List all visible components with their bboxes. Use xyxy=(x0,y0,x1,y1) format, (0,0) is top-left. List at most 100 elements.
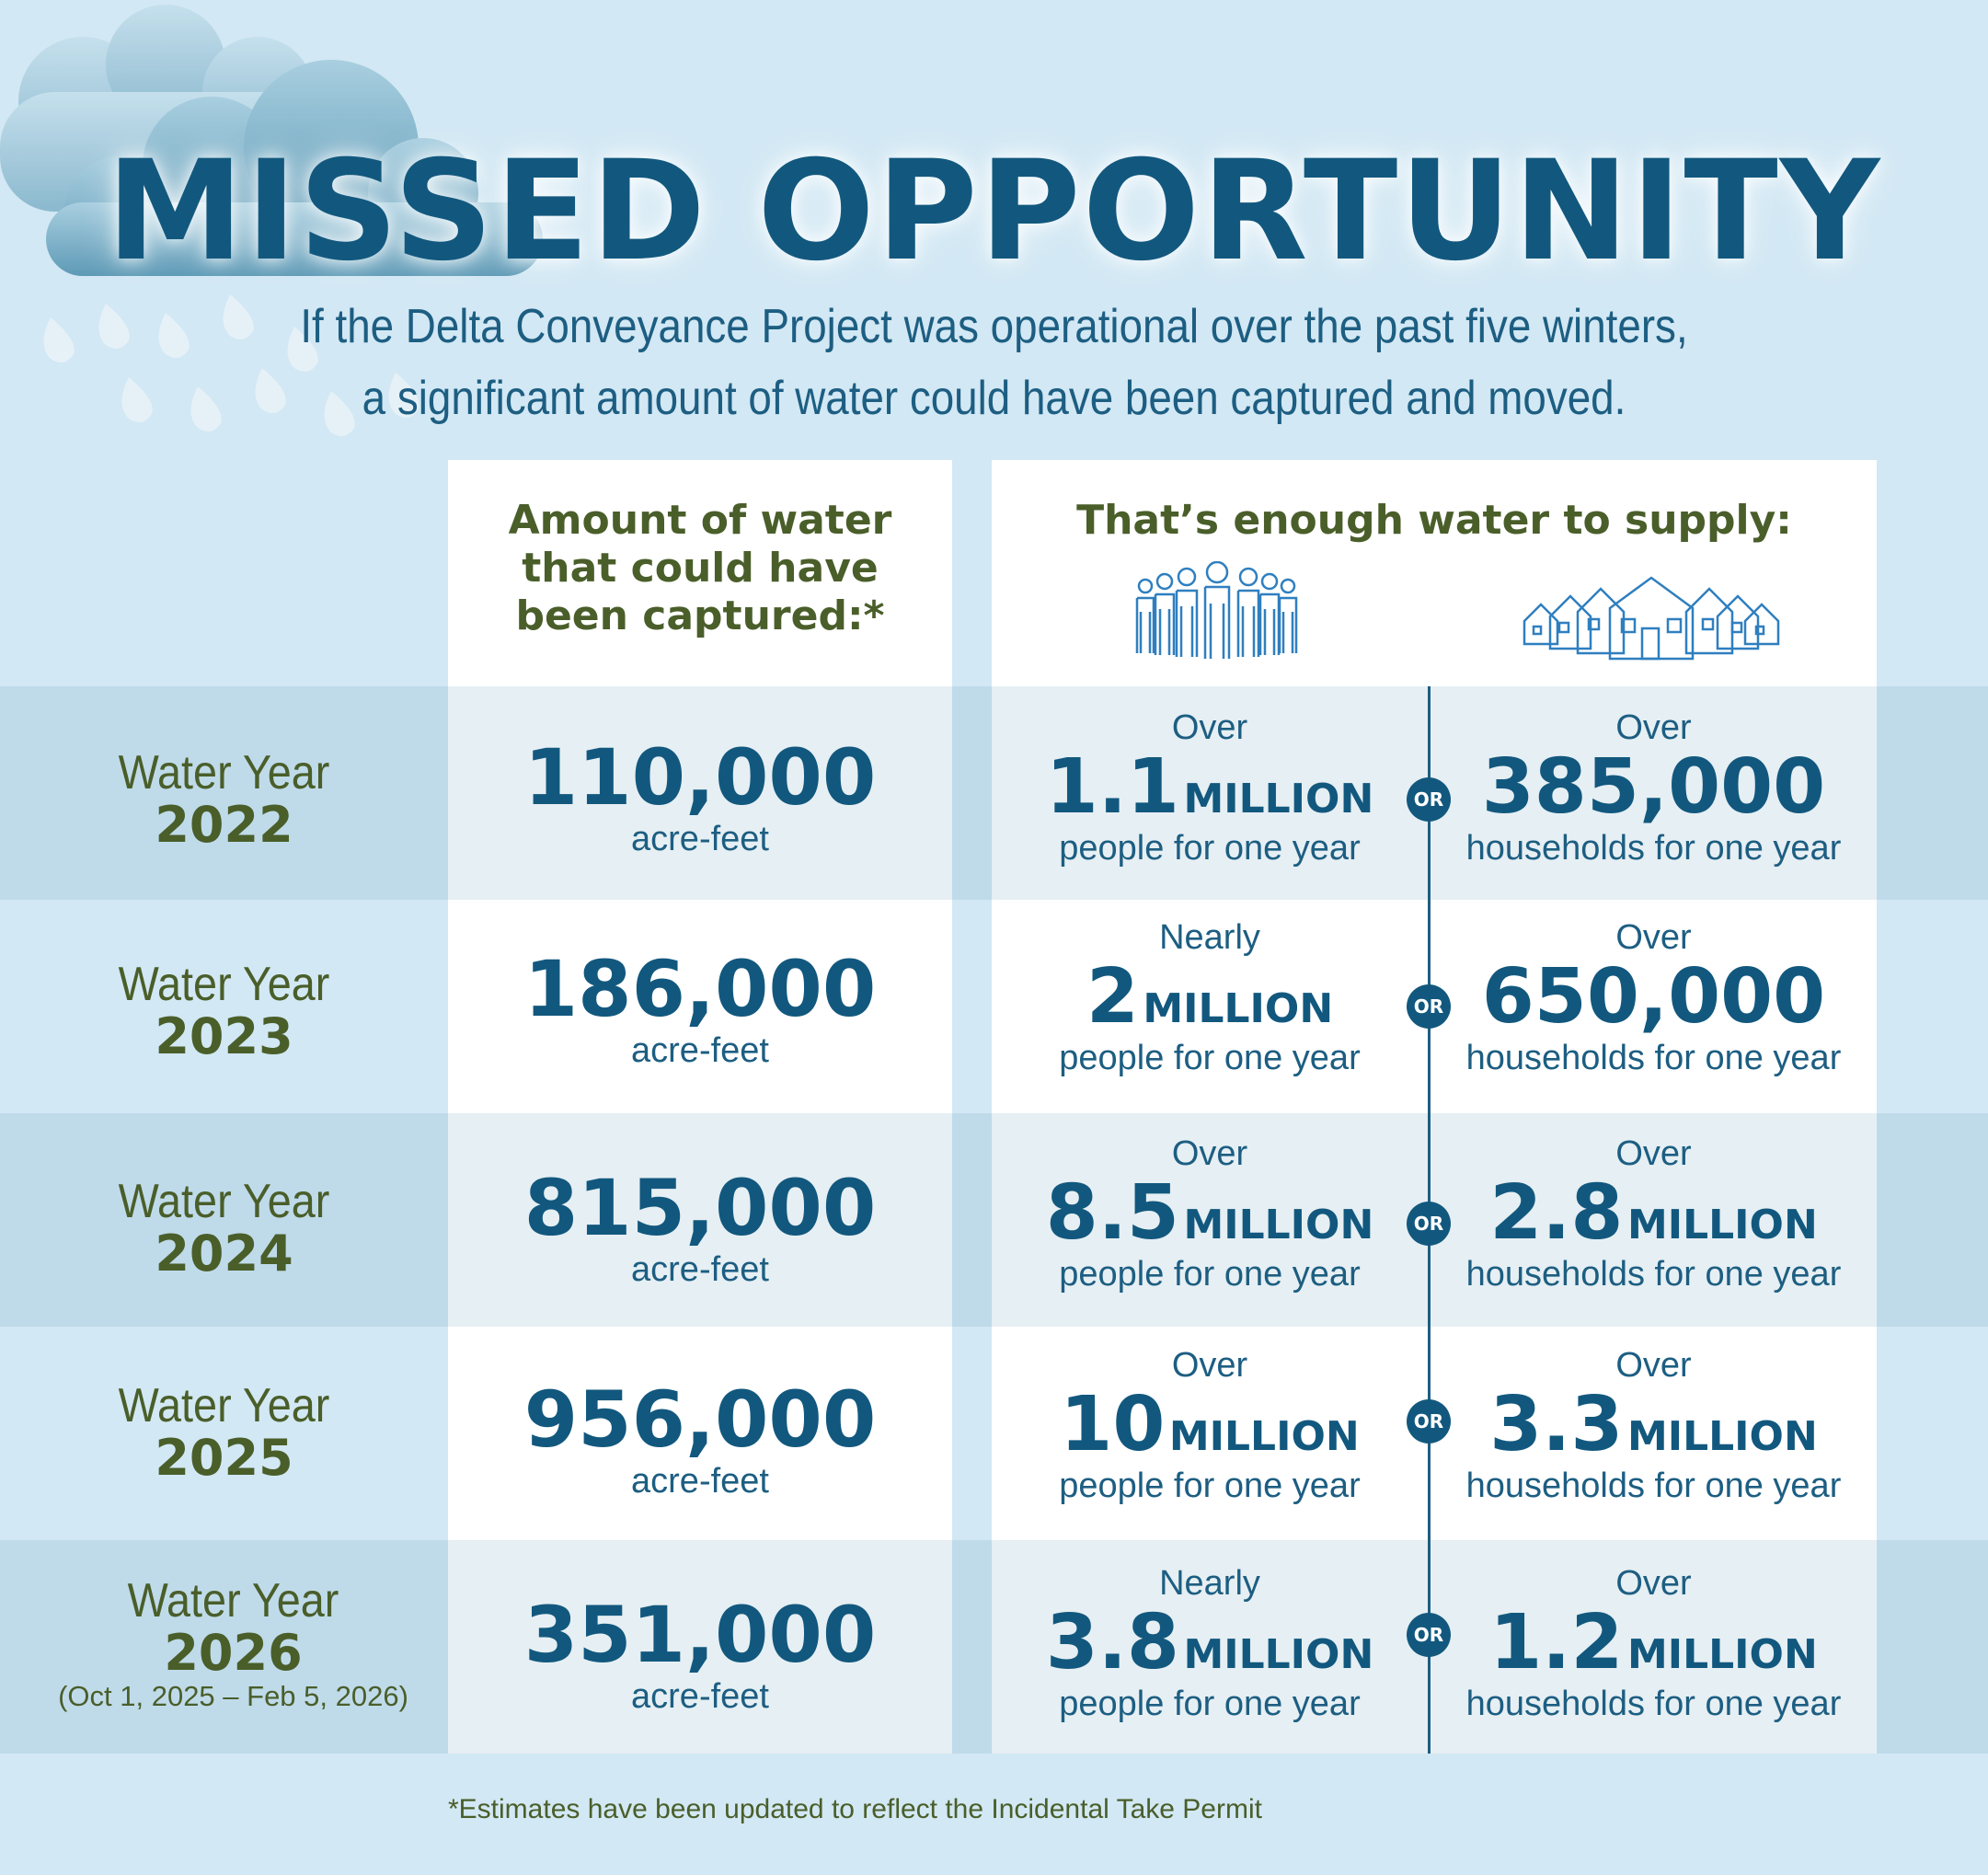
supply-header: That’s enough water to supply: xyxy=(1076,497,1792,544)
people-cell: Over 10 MILLION people for one year xyxy=(992,1346,1428,1506)
people-desc: people for one year xyxy=(1059,829,1361,868)
or-badge: OR xyxy=(1407,1399,1451,1444)
or-badge: OR xyxy=(1407,1202,1451,1246)
amount-unit: acre-feet xyxy=(631,1031,769,1070)
amount-header-line-1: Amount of water xyxy=(508,497,892,544)
page-title: MISSED OPPORTUNITY xyxy=(106,132,1882,292)
year-cell: Water Year 2025 xyxy=(0,1380,448,1485)
subtitle-line-1: If the Delta Conveyance Project was oper… xyxy=(300,300,1688,353)
households-cell: Over 3.3 MILLION households for one year xyxy=(1431,1346,1877,1506)
households-number: 3.3 xyxy=(1489,1381,1624,1468)
households-million: MILLION xyxy=(1626,1413,1818,1460)
amount-unit: acre-feet xyxy=(631,1462,769,1501)
amount-header-line-3: been captured:* xyxy=(515,592,885,639)
people-qualifier: Over xyxy=(1171,1346,1248,1385)
households-cell: Over 1.2 MILLION households for one year xyxy=(1431,1564,1877,1724)
people-qualifier: Over xyxy=(1171,1134,1248,1173)
rain-cloud-icon xyxy=(0,5,543,436)
people-number: 10 xyxy=(1060,1381,1166,1468)
amount-value: 956,000 xyxy=(523,1375,877,1465)
cell-bg xyxy=(448,900,952,1113)
people-qualifier: Nearly xyxy=(1159,1564,1260,1603)
households-qualifier: Over xyxy=(1615,1346,1692,1385)
year-label: Water Year xyxy=(118,746,330,799)
subtitle: If the Delta Conveyance Project was oper… xyxy=(120,291,1869,434)
year-cell: Water Year 2022 xyxy=(0,747,448,852)
year-value: 2023 xyxy=(155,1007,293,1065)
households-number: 650,000 xyxy=(1481,953,1826,1041)
amount-value: 186,000 xyxy=(523,944,877,1034)
people-cell: Over 1.1 MILLION people for one year xyxy=(992,708,1428,868)
people-million: MILLION xyxy=(1183,1631,1374,1678)
amount-cell: 186,000 acre-feet xyxy=(448,948,952,1071)
households-desc: households for one year xyxy=(1465,1255,1842,1294)
amount-cell: 815,000 acre-feet xyxy=(448,1167,952,1290)
people-cell: Nearly 3.8 MILLION people for one year xyxy=(992,1564,1428,1724)
households-qualifier: Over xyxy=(1615,1564,1692,1603)
or-badge: OR xyxy=(1407,1613,1451,1657)
amount-cell: 956,000 acre-feet xyxy=(448,1378,952,1501)
houses-icon xyxy=(1523,576,1780,661)
year-value: 2026 xyxy=(164,1624,303,1682)
households-number: 2.8 xyxy=(1489,1169,1624,1257)
households-desc: households for one year xyxy=(1465,829,1842,868)
households-desc: households for one year xyxy=(1465,1685,1842,1723)
people-qualifier: Nearly xyxy=(1159,918,1260,957)
cell-bg xyxy=(448,1327,952,1540)
year-date-range: (Oct 1, 2025 – Feb 5, 2026) xyxy=(58,1680,408,1712)
households-desc: households for one year xyxy=(1465,1039,1842,1077)
amount-unit: acre-feet xyxy=(631,1250,769,1289)
or-badge: OR xyxy=(1407,984,1451,1029)
year-cell: Water Year 2023 xyxy=(0,959,448,1064)
households-number: 385,000 xyxy=(1481,743,1826,831)
year-value: 2022 xyxy=(155,796,293,854)
year-label: Water Year xyxy=(118,1175,330,1228)
people-million: MILLION xyxy=(1183,776,1374,822)
footnote: *Estimates have been updated to reflect … xyxy=(448,1794,1262,1824)
people-desc: people for one year xyxy=(1059,1039,1361,1077)
cell-bg xyxy=(448,1113,952,1327)
amount-unit: acre-feet xyxy=(631,1677,769,1716)
year-value: 2024 xyxy=(155,1225,293,1283)
people-desc: people for one year xyxy=(1059,1467,1361,1505)
people-million: MILLION xyxy=(1183,1202,1374,1248)
households-million: MILLION xyxy=(1626,1631,1818,1678)
people-number: 1.1 xyxy=(1045,743,1179,831)
year-cell: Water Year 2024 xyxy=(0,1176,448,1281)
amount-value: 351,000 xyxy=(523,1590,877,1680)
year-label: Water Year xyxy=(118,1379,330,1432)
households-million: MILLION xyxy=(1626,1202,1818,1248)
people-cell: Over 8.5 MILLION people for one year xyxy=(992,1134,1428,1294)
households-number: 1.2 xyxy=(1489,1599,1624,1686)
amount-header-panel xyxy=(448,460,952,686)
people-qualifier: Over xyxy=(1171,708,1248,747)
people-desc: people for one year xyxy=(1059,1255,1361,1294)
subtitle-line-2: a significant amount of water could have… xyxy=(362,372,1626,425)
amount-cell: 351,000 acre-feet xyxy=(448,1593,952,1717)
year-label: Water Year xyxy=(118,958,330,1011)
people-cell: Nearly 2 MILLION people for one year xyxy=(992,918,1428,1078)
people-number: 8.5 xyxy=(1045,1169,1179,1257)
cell-bg xyxy=(448,1540,952,1754)
amount-unit: acre-feet xyxy=(631,820,769,858)
households-cell: Over 385,000 households for one year xyxy=(1431,708,1877,868)
people-group-icon xyxy=(1135,561,1298,659)
people-million: MILLION xyxy=(1143,985,1334,1032)
households-cell: Over 650,000 households for one year xyxy=(1431,918,1877,1078)
people-number: 2 xyxy=(1086,953,1139,1041)
people-million: MILLION xyxy=(1168,1413,1360,1460)
amount-value: 815,000 xyxy=(523,1163,877,1253)
people-number: 3.8 xyxy=(1045,1599,1179,1686)
amount-header: Amount of water that could have been cap… xyxy=(448,497,952,640)
households-desc: households for one year xyxy=(1465,1467,1842,1505)
amount-cell: 110,000 acre-feet xyxy=(448,736,952,859)
amount-header-line-2: that could have xyxy=(522,545,879,592)
cell-bg xyxy=(448,686,952,900)
amount-value: 110,000 xyxy=(523,732,877,822)
households-qualifier: Over xyxy=(1615,1134,1692,1173)
year-label: Water Year xyxy=(127,1574,339,1628)
year-cell: Water Year 2026 (Oct 1, 2025 – Feb 5, 20… xyxy=(9,1575,457,1713)
households-qualifier: Over xyxy=(1615,708,1692,747)
people-desc: people for one year xyxy=(1059,1685,1361,1723)
